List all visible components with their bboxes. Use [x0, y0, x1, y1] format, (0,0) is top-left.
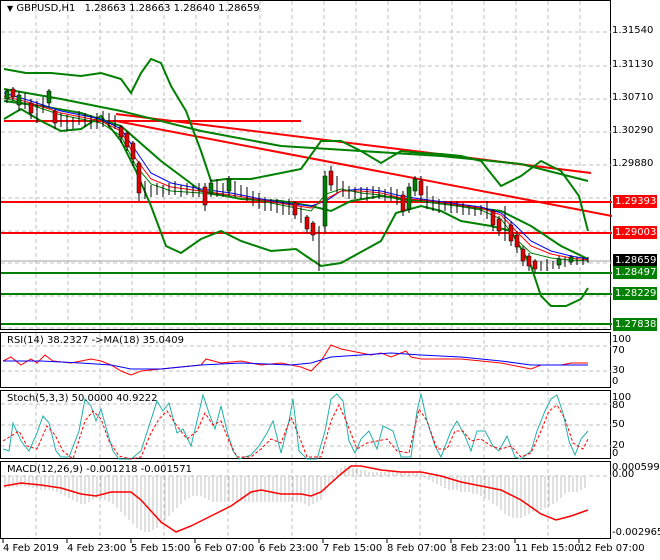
stochastic-label: Stoch(5,3,3) 50.0000 40.9222 [7, 393, 158, 404]
current-price-tag: 1.28659 [613, 254, 657, 267]
price-chart-canvas [1, 1, 612, 331]
rsi-tick: 70 [612, 345, 625, 356]
support-level-tag: 1.27838 [613, 318, 657, 331]
stoch-tick: 20 [612, 440, 625, 451]
time-tick: 8 Feb 07:00 [387, 543, 447, 554]
price-chart-pane[interactable]: ▼ GBPUSD,H1 1.28663 1.28663 1.28640 1.28… [0, 0, 612, 331]
chart-title: ▼ GBPUSD,H1 1.28663 1.28663 1.28640 1.28… [7, 3, 260, 14]
macd-label: MACD(12,26,9) -0.001218 -0.001571 [7, 464, 192, 475]
ohlc-values: 1.28663 1.28663 1.28640 1.28659 [84, 3, 260, 14]
time-tick: 5 Feb 15:00 [131, 543, 191, 554]
time-tick: 7 Feb 15:00 [323, 543, 383, 554]
time-axis [0, 539, 611, 543]
macd-tick: -0.002965 [612, 527, 660, 538]
stochastic-pane[interactable]: Stoch(5,3,3) 50.0000 40.9222 [0, 390, 612, 460]
support-level-tag: 1.28497 [613, 266, 657, 279]
macd-tick: 0.000599 [612, 462, 660, 473]
symbol-label: GBPUSD,H1 [16, 3, 76, 14]
stoch-tick: 0 [612, 448, 619, 459]
time-tick: 12 Feb 07:00 [579, 543, 645, 554]
resistance-level-tag: 1.29003 [613, 226, 657, 239]
support-level-tag: 1.28229 [613, 287, 657, 300]
time-tick: 11 Feb 15:00 [515, 543, 581, 554]
price-tick: 1.30290 [612, 125, 654, 136]
stoch-tick: 50 [612, 419, 625, 430]
time-tick: 6 Feb 23:00 [259, 543, 319, 554]
rsi-tick: 30 [612, 365, 625, 376]
macd-canvas [1, 462, 612, 540]
rsi-pane[interactable]: RSI(14) 38.2327 ->MA(18) 35.0409 [0, 332, 612, 389]
price-tick: 1.30710 [612, 92, 654, 103]
stochastic-canvas [1, 391, 612, 460]
macd-tick: 0.00 [612, 469, 635, 480]
price-tick: 1.29880 [612, 158, 654, 169]
stoch-tick: 80 [612, 400, 625, 411]
time-tick: 4 Feb 23:00 [67, 543, 127, 554]
time-tick: 8 Feb 23:00 [451, 543, 511, 554]
time-tick: 4 Feb 2019 [3, 543, 59, 554]
price-tick: 1.31540 [612, 25, 654, 36]
rsi-canvas [1, 333, 612, 389]
rsi-tick: 100 [612, 334, 632, 345]
rsi-label: RSI(14) 38.2327 ->MA(18) 35.0409 [7, 335, 184, 346]
macd-pane[interactable]: MACD(12,26,9) -0.001218 -0.001571 [0, 461, 612, 540]
triangle-down-icon[interactable]: ▼ [7, 4, 14, 13]
resistance-level-tag: 1.29393 [613, 195, 657, 208]
stoch-tick: 100 [612, 392, 632, 403]
price-tick: 1.31130 [612, 59, 654, 70]
rsi-tick: 0 [612, 376, 619, 387]
time-tick: 6 Feb 07:00 [195, 543, 255, 554]
